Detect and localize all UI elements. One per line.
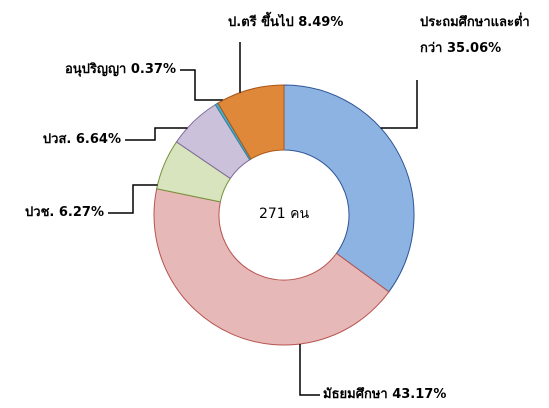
slice-label: มัธยมศึกษา 43.17% (323, 382, 446, 408)
category-label: มัธยมศึกษา (323, 387, 388, 402)
slice-label: ปวช. 6.27% (25, 200, 104, 226)
category-label: อนุปริญญา (64, 62, 127, 77)
value-label: 0.37% (130, 62, 176, 77)
slice-label: ประถมศึกษาและต่ำกว่า 35.06% (420, 10, 549, 62)
donut-slice (153, 188, 390, 346)
value-label: 35.06% (447, 41, 502, 56)
slice-label: ป.ตรี ขึ้นไป 8.49% (228, 10, 343, 36)
leader-line (125, 127, 188, 141)
leader-line (180, 69, 224, 101)
category-label: ประถมศึกษาและต่ำกว่า (420, 15, 530, 56)
center-label: 271 คน (258, 206, 310, 222)
value-label: 43.17% (392, 387, 447, 402)
leader-line (299, 344, 320, 396)
slice-label: ปวส. 6.64% (43, 127, 121, 153)
category-label: ปวช. (25, 205, 55, 220)
value-label: 6.27% (58, 205, 104, 220)
donut-slice (283, 84, 415, 293)
slice-label: อนุปริญญา 0.37% (65, 57, 176, 83)
leader-line (380, 80, 418, 129)
category-label: ป.ตรี ขึ้นไป (228, 15, 294, 30)
value-label: 6.64% (75, 132, 121, 147)
donut-slice (217, 84, 285, 160)
value-label: 8.49% (298, 15, 344, 30)
leader-line (108, 184, 158, 214)
category-label: ปวส. (42, 132, 72, 147)
